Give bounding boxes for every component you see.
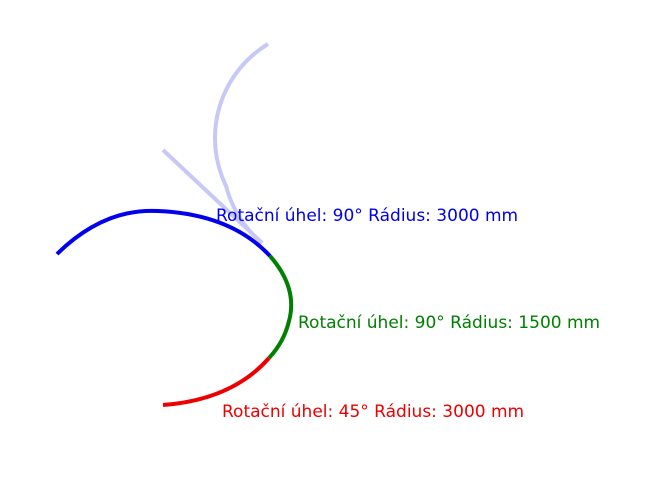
ghost-line-preview-diagonal xyxy=(161,148,264,245)
ghost-arc-preview-upper xyxy=(213,42,270,245)
arc-segment-green-label: Rotační úhel: 90° Rádius: 1500 mm xyxy=(298,313,600,333)
arc-segment-red xyxy=(162,356,271,407)
arc-segment-red-label: Rotační úhel: 45° Rádius: 3000 mm xyxy=(222,402,524,422)
arc-segment-green xyxy=(267,254,294,360)
arc-segment-blue-label: Rotační úhel: 90° Rádius: 3000 mm xyxy=(216,206,518,226)
arc-segment-blue xyxy=(55,208,272,258)
